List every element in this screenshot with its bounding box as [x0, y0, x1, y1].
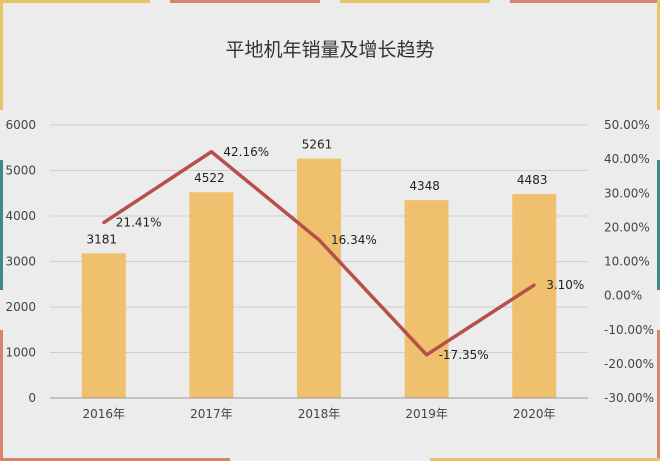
y-tick-label: 0: [28, 391, 36, 405]
growth-value-label: 21.41%: [116, 216, 162, 230]
bar: [404, 200, 449, 398]
border-strip: [0, 160, 3, 290]
line-point: [425, 353, 429, 357]
x-tick-label: 2020年: [513, 407, 556, 421]
y2-tick-label: 10.00%: [604, 255, 650, 269]
y2-tick-label: 40.00%: [604, 152, 650, 166]
growth-value-label: 3.10%: [546, 278, 584, 292]
bars: [81, 158, 557, 398]
axes: 0 1000 2000 3000 4000 5000 6000 -30.00% -20.00% -…: [5, 118, 654, 421]
y-tick-label: 3000: [5, 255, 36, 269]
y2-tick-label: -30.00%: [604, 391, 654, 405]
border-strip: [0, 0, 3, 110]
line-point: [209, 150, 213, 154]
bar: [189, 192, 234, 398]
bar-value-label: 5261: [302, 138, 333, 152]
border-strip: [510, 0, 660, 3]
x-tick-label: 2019年: [405, 407, 448, 421]
border-strip: [170, 0, 320, 3]
y2-tick-label: 20.00%: [604, 220, 650, 234]
x-tick-label: 2017年: [190, 407, 233, 421]
bar-value-label: 4522: [194, 171, 225, 185]
border-strip: [657, 160, 660, 290]
growth-value-label: 42.16%: [223, 145, 269, 159]
growth-value-label: -17.35%: [439, 348, 489, 362]
y-tick-label: 2000: [5, 300, 36, 314]
y-tick-label: 6000: [5, 118, 36, 132]
line-point: [532, 283, 536, 287]
chart-title: 平地机年销量及增长趋势: [225, 39, 434, 61]
growth-value-label: 16.34%: [331, 233, 377, 247]
bar: [297, 158, 341, 398]
x-tick-label: 2016年: [83, 407, 126, 421]
line-point: [102, 221, 106, 225]
y-tick-label: 4000: [5, 209, 36, 223]
y2-tick-label: -20.00%: [604, 357, 654, 371]
y-tick-label: 1000: [5, 346, 36, 360]
bar-value-label: 4483: [517, 173, 548, 187]
border-strip: [0, 0, 150, 3]
border-strip: [657, 330, 660, 461]
y2-tick-label: 30.00%: [604, 186, 650, 200]
bar-value-label: 3181: [87, 232, 118, 246]
bar-value-label: 4348: [409, 179, 440, 193]
y2-tick-label: 0.00%: [604, 289, 642, 303]
y-tick-label: 5000: [5, 164, 36, 178]
border-strip: [0, 330, 3, 461]
y2-tick-label: -10.00%: [604, 323, 654, 337]
y2-tick-label: 50.00%: [604, 118, 650, 132]
border-strip: [0, 458, 230, 461]
border-strip: [657, 0, 660, 110]
data-labels: 3181 4522 5261 4348 4483 21.41% 42.16% 16.34% -1…: [87, 138, 585, 362]
line-point: [317, 238, 321, 242]
growth-line: [102, 150, 536, 357]
bar: [81, 253, 126, 398]
border-strip: [340, 0, 490, 3]
border-strip: [430, 458, 660, 461]
x-tick-label: 2018年: [298, 407, 341, 421]
